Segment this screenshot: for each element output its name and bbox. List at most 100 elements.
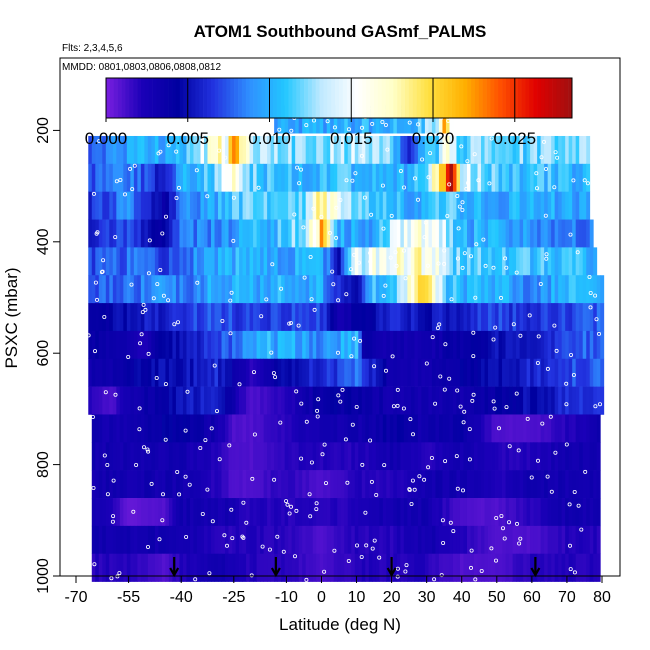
- colorbar-segment: [226, 78, 231, 118]
- heatmap-cell: [203, 498, 208, 527]
- heatmap-cell: [537, 498, 542, 527]
- sample-point: [496, 426, 501, 431]
- heatmap-cell: [147, 525, 152, 555]
- heatmap-cell: [175, 442, 180, 471]
- heatmap-cell: [544, 525, 549, 555]
- heatmap-cell: [523, 275, 528, 304]
- sample-point: [304, 577, 309, 582]
- heatmap-cell: [379, 414, 384, 443]
- heatmap-cell: [270, 191, 275, 220]
- heatmap-cell: [172, 163, 177, 192]
- heatmap-cell: [491, 303, 496, 332]
- heatmap-cell: [340, 275, 345, 304]
- heatmap-cell: [242, 442, 247, 471]
- heatmap-cell: [547, 498, 552, 527]
- heatmap-cell: [218, 247, 222, 276]
- heatmap-cell: [302, 414, 307, 443]
- heatmap-cell: [214, 303, 219, 332]
- heatmap-cell: [579, 191, 584, 220]
- sample-point: [426, 465, 431, 470]
- heatmap-cell: [88, 275, 93, 304]
- heatmap-cell: [547, 414, 552, 443]
- heatmap-cell: [119, 303, 124, 332]
- heatmap-cell: [589, 525, 594, 555]
- colorbar-segment: [358, 78, 363, 118]
- heatmap-cell: [330, 442, 335, 471]
- heatmap-cell: [554, 525, 559, 555]
- heatmap-cell: [488, 498, 492, 527]
- sample-point: [443, 342, 448, 347]
- heatmap-cell: [144, 219, 149, 248]
- sample-point: [457, 204, 462, 209]
- heatmap-cell: [207, 498, 212, 527]
- heatmap-cell: [175, 330, 180, 360]
- heatmap-cell: [291, 470, 296, 499]
- heatmap-cell: [116, 525, 121, 555]
- sample-point: [441, 541, 446, 546]
- heatmap-cell: [200, 386, 205, 415]
- heatmap-cell: [530, 330, 535, 360]
- heatmap-cell: [175, 247, 180, 276]
- heatmap-cell: [351, 275, 356, 304]
- heatmap-cell: [88, 358, 93, 387]
- heatmap-cell: [488, 219, 492, 248]
- heatmap-cell: [526, 191, 531, 220]
- sample-point: [91, 485, 96, 490]
- heatmap-cell: [389, 105, 394, 134]
- heatmap-cell: [291, 498, 296, 527]
- heatmap-cell: [109, 219, 114, 248]
- heatmap-cell: [554, 442, 559, 471]
- heatmap-cell: [459, 330, 464, 360]
- heatmap-cell: [109, 303, 114, 332]
- heatmap-cell: [523, 386, 528, 415]
- heatmap-cell: [512, 525, 517, 555]
- heatmap-cell: [428, 414, 433, 443]
- heatmap-cell: [214, 525, 219, 555]
- heatmap-cell: [175, 135, 180, 165]
- heatmap-cell: [165, 275, 170, 304]
- heatmap-cell: [368, 386, 373, 415]
- heatmap-cell: [221, 330, 226, 360]
- sample-point: [354, 543, 359, 548]
- heatmap-cell: [116, 498, 121, 527]
- heatmap-cell: [452, 135, 457, 165]
- heatmap-cell: [379, 525, 384, 555]
- heatmap-cell: [575, 219, 580, 248]
- heatmap-cell: [154, 414, 159, 443]
- heatmap-cell: [323, 191, 328, 220]
- heatmap-cell: [161, 330, 166, 360]
- sample-point: [360, 462, 365, 467]
- heatmap-cell: [158, 386, 163, 415]
- heatmap-cell: [540, 303, 545, 332]
- heatmap-cell: [354, 525, 359, 555]
- heatmap-cell: [537, 470, 542, 499]
- heatmap-cell: [512, 442, 517, 471]
- heatmap-cell: [316, 191, 321, 220]
- heatmap-cell: [470, 303, 475, 332]
- heatmap-cell: [417, 191, 422, 220]
- heatmap-cell: [516, 303, 520, 332]
- heatmap-cell: [400, 303, 405, 332]
- heatmap-cell: [438, 470, 443, 499]
- heatmap-cell: [435, 303, 440, 332]
- heatmap-cell: [246, 358, 250, 387]
- heatmap-cell: [246, 191, 250, 220]
- heatmap-cell: [154, 358, 159, 387]
- sample-point: [111, 514, 116, 519]
- sample-point: [275, 534, 280, 539]
- sample-point: [132, 163, 137, 168]
- heatmap-cell: [221, 303, 226, 332]
- heatmap-cell: [158, 191, 163, 220]
- heatmap-cell: [379, 470, 384, 499]
- heatmap-cell: [116, 275, 121, 304]
- heatmap-cell: [193, 525, 198, 555]
- sample-point: [460, 488, 465, 493]
- heatmap-cell: [579, 414, 584, 443]
- heatmap-cell: [502, 135, 506, 165]
- heatmap-cell: [189, 191, 194, 220]
- heatmap-cell: [235, 247, 240, 276]
- heatmap-cell: [375, 247, 380, 276]
- heatmap-cell: [228, 219, 233, 248]
- heatmap-cell: [435, 525, 440, 555]
- heatmap-cell: [579, 358, 584, 387]
